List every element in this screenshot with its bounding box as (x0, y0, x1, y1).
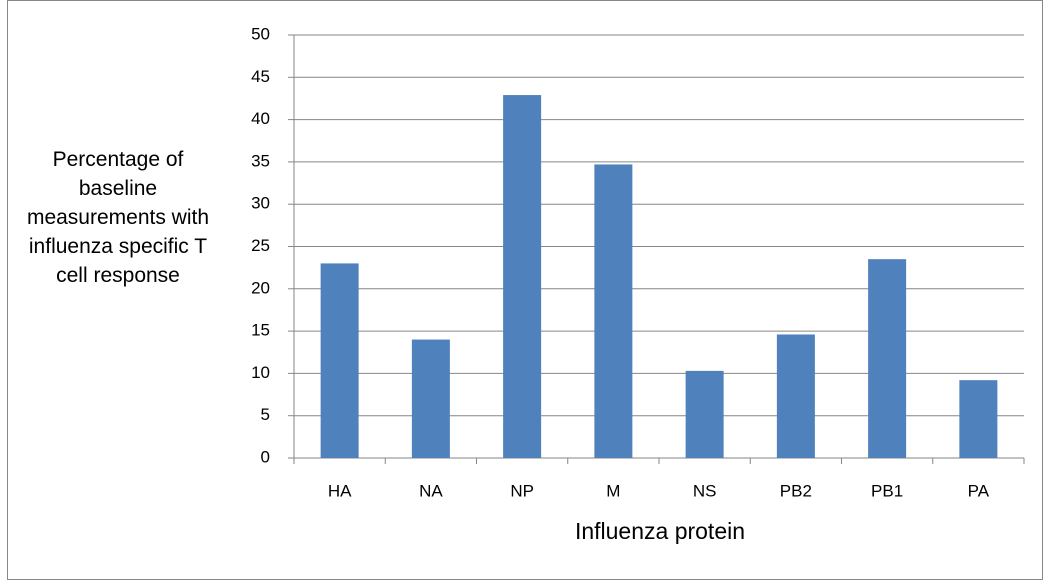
y-tick-label: 15 (251, 321, 270, 340)
bar (685, 370, 724, 458)
y-tick-label: 35 (251, 151, 270, 170)
x-tick-label: M (606, 481, 620, 500)
y-tick-label: 30 (251, 194, 270, 213)
y-tick-label: 40 (251, 109, 270, 128)
x-tick-label: PB1 (871, 481, 903, 500)
bar (776, 334, 815, 458)
y-tick-label: 20 (251, 278, 270, 297)
bar (411, 339, 450, 458)
bar (503, 95, 542, 458)
x-tick-label: NP (510, 481, 534, 500)
y-tick-label: 50 (251, 24, 270, 43)
x-tick-label: PB2 (780, 481, 812, 500)
y-tick-label: 5 (261, 405, 270, 424)
x-tick-label: PA (968, 481, 990, 500)
bar (959, 380, 998, 458)
x-tick-label: HA (328, 481, 352, 500)
y-tick-label: 45 (251, 67, 270, 86)
x-axis-label: Influenza protein (575, 518, 745, 544)
bar (868, 259, 907, 458)
y-tick-label: 0 (261, 447, 270, 466)
y-tick-label: 25 (251, 236, 270, 255)
y-axis-label: Percentage of baseline measurements with… (26, 148, 210, 287)
bar (594, 164, 633, 459)
bar (320, 263, 359, 458)
x-tick-label: NA (419, 481, 443, 500)
chart-border (7, 0, 1043, 580)
y-tick-label: 10 (251, 363, 270, 382)
x-tick-label: NS (693, 481, 717, 500)
